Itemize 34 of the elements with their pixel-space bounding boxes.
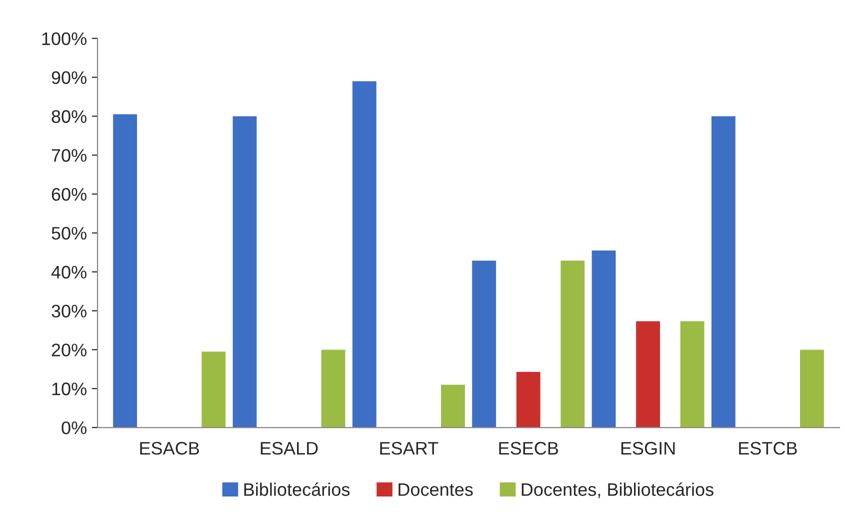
bar — [352, 81, 376, 428]
y-tick-label: 0% — [62, 421, 86, 434]
y-tick-label: 90% — [52, 71, 86, 84]
bar — [680, 321, 704, 428]
bar — [113, 114, 138, 428]
bar — [800, 350, 824, 428]
x-tick-label: ESACB — [140, 442, 199, 455]
bar — [440, 384, 465, 428]
x-tick-label: ESART — [380, 442, 438, 455]
bar — [560, 260, 585, 428]
y-tick-label: 70% — [52, 149, 86, 162]
x-tick-label: ESTCB — [739, 442, 797, 455]
y-tick-label: 60% — [52, 188, 86, 201]
x-tick-label: ESALD — [260, 442, 318, 455]
bar — [636, 321, 660, 428]
y-tick-label: 40% — [51, 266, 86, 279]
y-tick-label: 100% — [42, 32, 86, 46]
legend-label: Docentes, Bibliotecários — [522, 482, 714, 498]
x-tick-label: ESECB — [499, 442, 558, 455]
x-tick-label: ESGIN — [621, 442, 675, 455]
legend-label: Docentes — [398, 483, 473, 496]
legend-label: Bibliotecários — [244, 482, 350, 496]
bar — [592, 250, 616, 428]
y-tick-label: 20% — [52, 344, 86, 356]
bar — [472, 260, 496, 428]
bar — [232, 116, 257, 428]
bar — [321, 350, 346, 428]
y-tick-label: 50% — [52, 226, 86, 240]
bar — [516, 372, 540, 428]
y-tick-label: 80% — [52, 110, 86, 123]
y-tick-label: 30% — [52, 304, 86, 318]
y-tick-label: 10% — [52, 382, 86, 396]
bar — [202, 352, 226, 428]
bar — [711, 116, 736, 428]
